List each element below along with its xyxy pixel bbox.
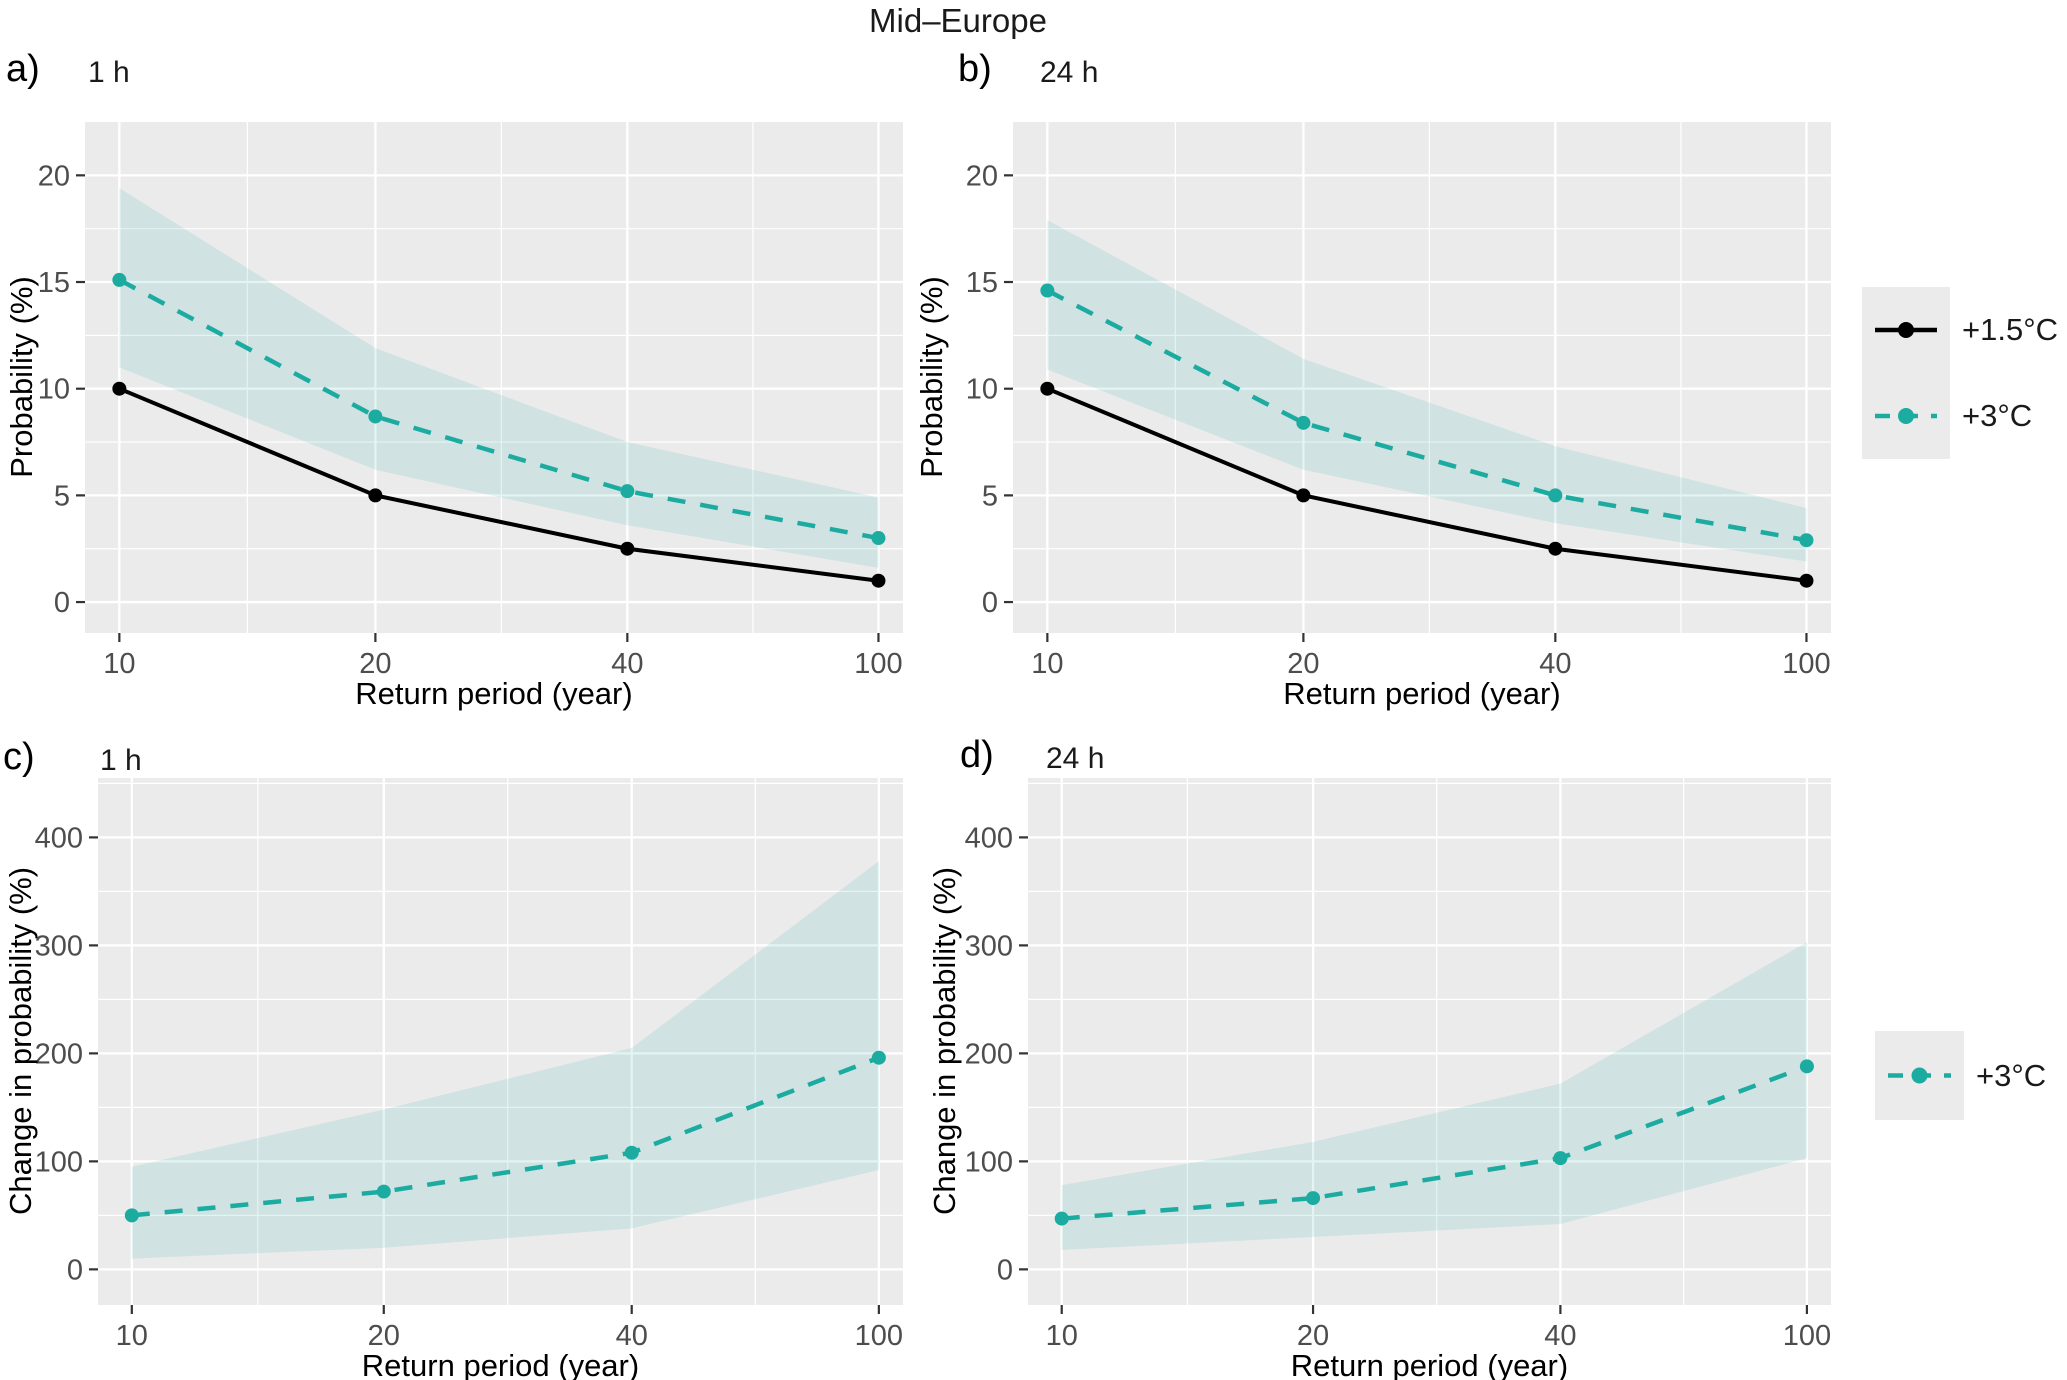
- panel-b-title: 24 h: [1040, 56, 1099, 89]
- svg-text:400: 400: [35, 822, 83, 854]
- svg-text:0: 0: [997, 1254, 1013, 1286]
- svg-text:10: 10: [103, 648, 135, 680]
- panel-a-y-axis-title: Probability (%): [4, 276, 39, 478]
- svg-text:15: 15: [966, 267, 998, 299]
- figure-title: Mid–Europe: [869, 2, 1047, 39]
- svg-text:20: 20: [1297, 1320, 1329, 1352]
- svg-text:20: 20: [368, 1320, 400, 1352]
- panel-c-y-axis-title: Change in probability (%): [3, 866, 38, 1216]
- svg-text:300: 300: [965, 930, 1013, 962]
- solid-line-key-icon: [1862, 287, 1950, 373]
- svg-text:10: 10: [38, 374, 70, 406]
- svg-text:10: 10: [966, 374, 998, 406]
- svg-text:40: 40: [611, 648, 643, 680]
- svg-text:0: 0: [982, 587, 998, 619]
- svg-text:100: 100: [854, 648, 902, 680]
- legend-item: +3°C: [1862, 373, 2058, 459]
- svg-text:40: 40: [1539, 648, 1571, 680]
- legend-probability: +1.5°C +3°C: [1862, 287, 2058, 459]
- panel-a-x-axis-title: Return period (year): [355, 676, 633, 711]
- svg-text:200: 200: [965, 1038, 1013, 1070]
- svg-text:20: 20: [966, 160, 998, 192]
- svg-text:100: 100: [965, 1146, 1013, 1178]
- panel-d-tag: d): [960, 734, 994, 776]
- legend-item-label: +3°C: [1976, 1057, 2047, 1093]
- svg-text:10: 10: [1046, 1320, 1078, 1352]
- panel-b-y-axis-title: Probability (%): [914, 276, 949, 478]
- svg-text:0: 0: [54, 587, 70, 619]
- legend-item-label: +3°C: [1962, 398, 2033, 433]
- panel-a-tag: a): [6, 48, 40, 90]
- panel-d-title: 24 h: [1046, 742, 1105, 775]
- svg-text:10: 10: [1031, 648, 1063, 680]
- legend-item: +3°C: [1875, 1031, 2046, 1120]
- legend-item: +1.5°C: [1862, 287, 2058, 373]
- legend-item-label: +1.5°C: [1962, 312, 2058, 347]
- svg-text:15: 15: [38, 267, 70, 299]
- panel-d-x-axis-title: Return period (year): [1290, 1348, 1569, 1380]
- panel-b-x-axis-title: Return period (year): [1283, 676, 1561, 711]
- legend-change-in-probability: +3°C: [1875, 1031, 2046, 1120]
- panel-c-x-axis-title: Return period (year): [361, 1348, 640, 1380]
- svg-text:40: 40: [1544, 1320, 1576, 1352]
- svg-text:20: 20: [38, 160, 70, 192]
- svg-text:200: 200: [35, 1038, 83, 1070]
- svg-text:20: 20: [1287, 648, 1319, 680]
- svg-text:400: 400: [965, 822, 1013, 854]
- dashed-line-key-icon: [1862, 373, 1950, 459]
- svg-text:100: 100: [1782, 648, 1830, 680]
- panel-c-title: 1 h: [100, 744, 142, 777]
- svg-text:0: 0: [67, 1254, 83, 1286]
- panel-b-tag: b): [958, 48, 992, 90]
- svg-text:10: 10: [116, 1320, 148, 1352]
- svg-text:5: 5: [982, 480, 998, 512]
- panel-c-tag: c): [3, 736, 35, 778]
- dashed-line-key-icon: [1875, 1031, 1964, 1120]
- panel-d-y-axis-title: Change in probability (%): [927, 866, 962, 1216]
- svg-text:40: 40: [616, 1320, 648, 1352]
- svg-text:5: 5: [54, 480, 70, 512]
- svg-text:300: 300: [35, 930, 83, 962]
- svg-text:100: 100: [1783, 1320, 1831, 1352]
- svg-text:20: 20: [359, 648, 391, 680]
- panel-a-title: 1 h: [88, 56, 130, 89]
- svg-text:100: 100: [35, 1146, 83, 1178]
- svg-text:100: 100: [855, 1320, 903, 1352]
